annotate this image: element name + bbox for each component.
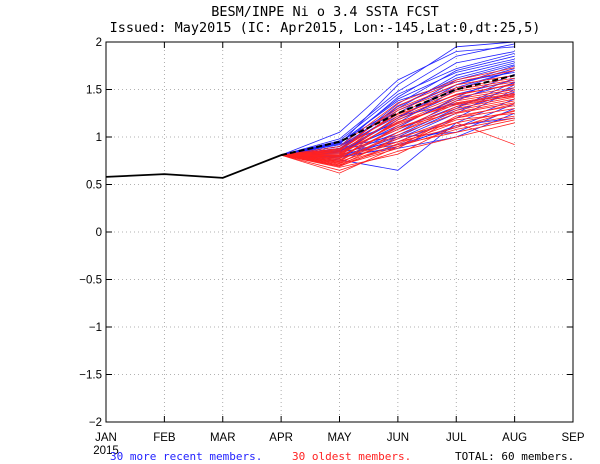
y-axis-labels: 2 1.5 1 0.5 0 −0.5 −1 −1.5 −2 — [79, 37, 102, 429]
oldest-member-line — [281, 110, 515, 167]
x-tick-label: SEP — [561, 432, 584, 444]
oldest-member-line — [281, 103, 515, 164]
grid-lines — [106, 42, 573, 422]
oldest-member-line — [281, 74, 515, 156]
oldest-member-line — [281, 115, 515, 168]
ensemble-mean-line — [280, 74, 515, 157]
footer-oldest-members: 30 oldest members. — [292, 450, 411, 463]
oldest-member-line — [281, 102, 515, 161]
oldest-member-line — [281, 92, 515, 156]
ensemble-members — [280, 41, 515, 174]
x-tick-label: MAY — [327, 432, 351, 444]
x-axis-labels: JAN FEB MAR APR MAY JUN JUL AUG SEP — [95, 432, 585, 444]
x-tick-label: FEB — [153, 432, 176, 444]
x-tick-label: JUN — [387, 432, 409, 444]
y-tick-label: 1.5 — [86, 85, 102, 97]
y-tick-label: 0.5 — [86, 180, 102, 192]
oldest-member-line — [280, 122, 515, 171]
recent-member-line — [280, 46, 515, 156]
y-tick-label: 2 — [96, 37, 102, 49]
oldest-member-line — [281, 100, 515, 158]
recent-member-line — [281, 58, 515, 156]
oldest-member-line — [281, 91, 515, 163]
y-tick-label: 1 — [96, 132, 102, 144]
chart-title: BESM/INPE Ni o 3.4 SSTA FCST — [211, 4, 439, 20]
oldest-member-line — [281, 87, 515, 160]
oldest-member-line — [281, 117, 515, 166]
oldest-member-line — [281, 79, 515, 156]
oldest-member-line — [281, 95, 515, 156]
x-tick-label: APR — [269, 432, 293, 444]
oldest-member-line — [281, 81, 515, 157]
axis-ticks — [105, 41, 574, 423]
x-tick-label: MAR — [210, 432, 236, 444]
y-tick-label: −1 — [89, 322, 102, 334]
oldest-member-line — [281, 110, 515, 159]
oldest-member-line — [281, 108, 515, 166]
oldest-member-line — [281, 67, 515, 156]
x-tick-label: JUL — [446, 432, 467, 444]
y-tick-label: −1.5 — [79, 370, 102, 382]
x-year-label: 2015 — [93, 445, 119, 457]
y-tick-label: 0 — [96, 227, 102, 239]
oldest-member-line — [281, 83, 515, 156]
recent-member-line — [280, 43, 515, 156]
y-tick-label: −0.5 — [79, 275, 102, 287]
footer-recent-members: 30 more recent members. — [110, 450, 262, 463]
chart-subtitle: Issued: May2015 (IC: Apr2015, Lon:-145,L… — [110, 20, 541, 36]
x-tick-label: JAN — [95, 432, 117, 444]
y-tick-label: −2 — [89, 417, 102, 429]
footer-total-members: TOTAL: 60 members. — [455, 450, 574, 463]
oldest-member-line — [281, 94, 515, 162]
x-tick-label: AUG — [502, 432, 527, 444]
ensemble-mean-layer — [280, 74, 515, 157]
observed-line — [105, 154, 282, 179]
observed-layer — [105, 154, 282, 179]
oldest-member-line — [281, 70, 515, 156]
